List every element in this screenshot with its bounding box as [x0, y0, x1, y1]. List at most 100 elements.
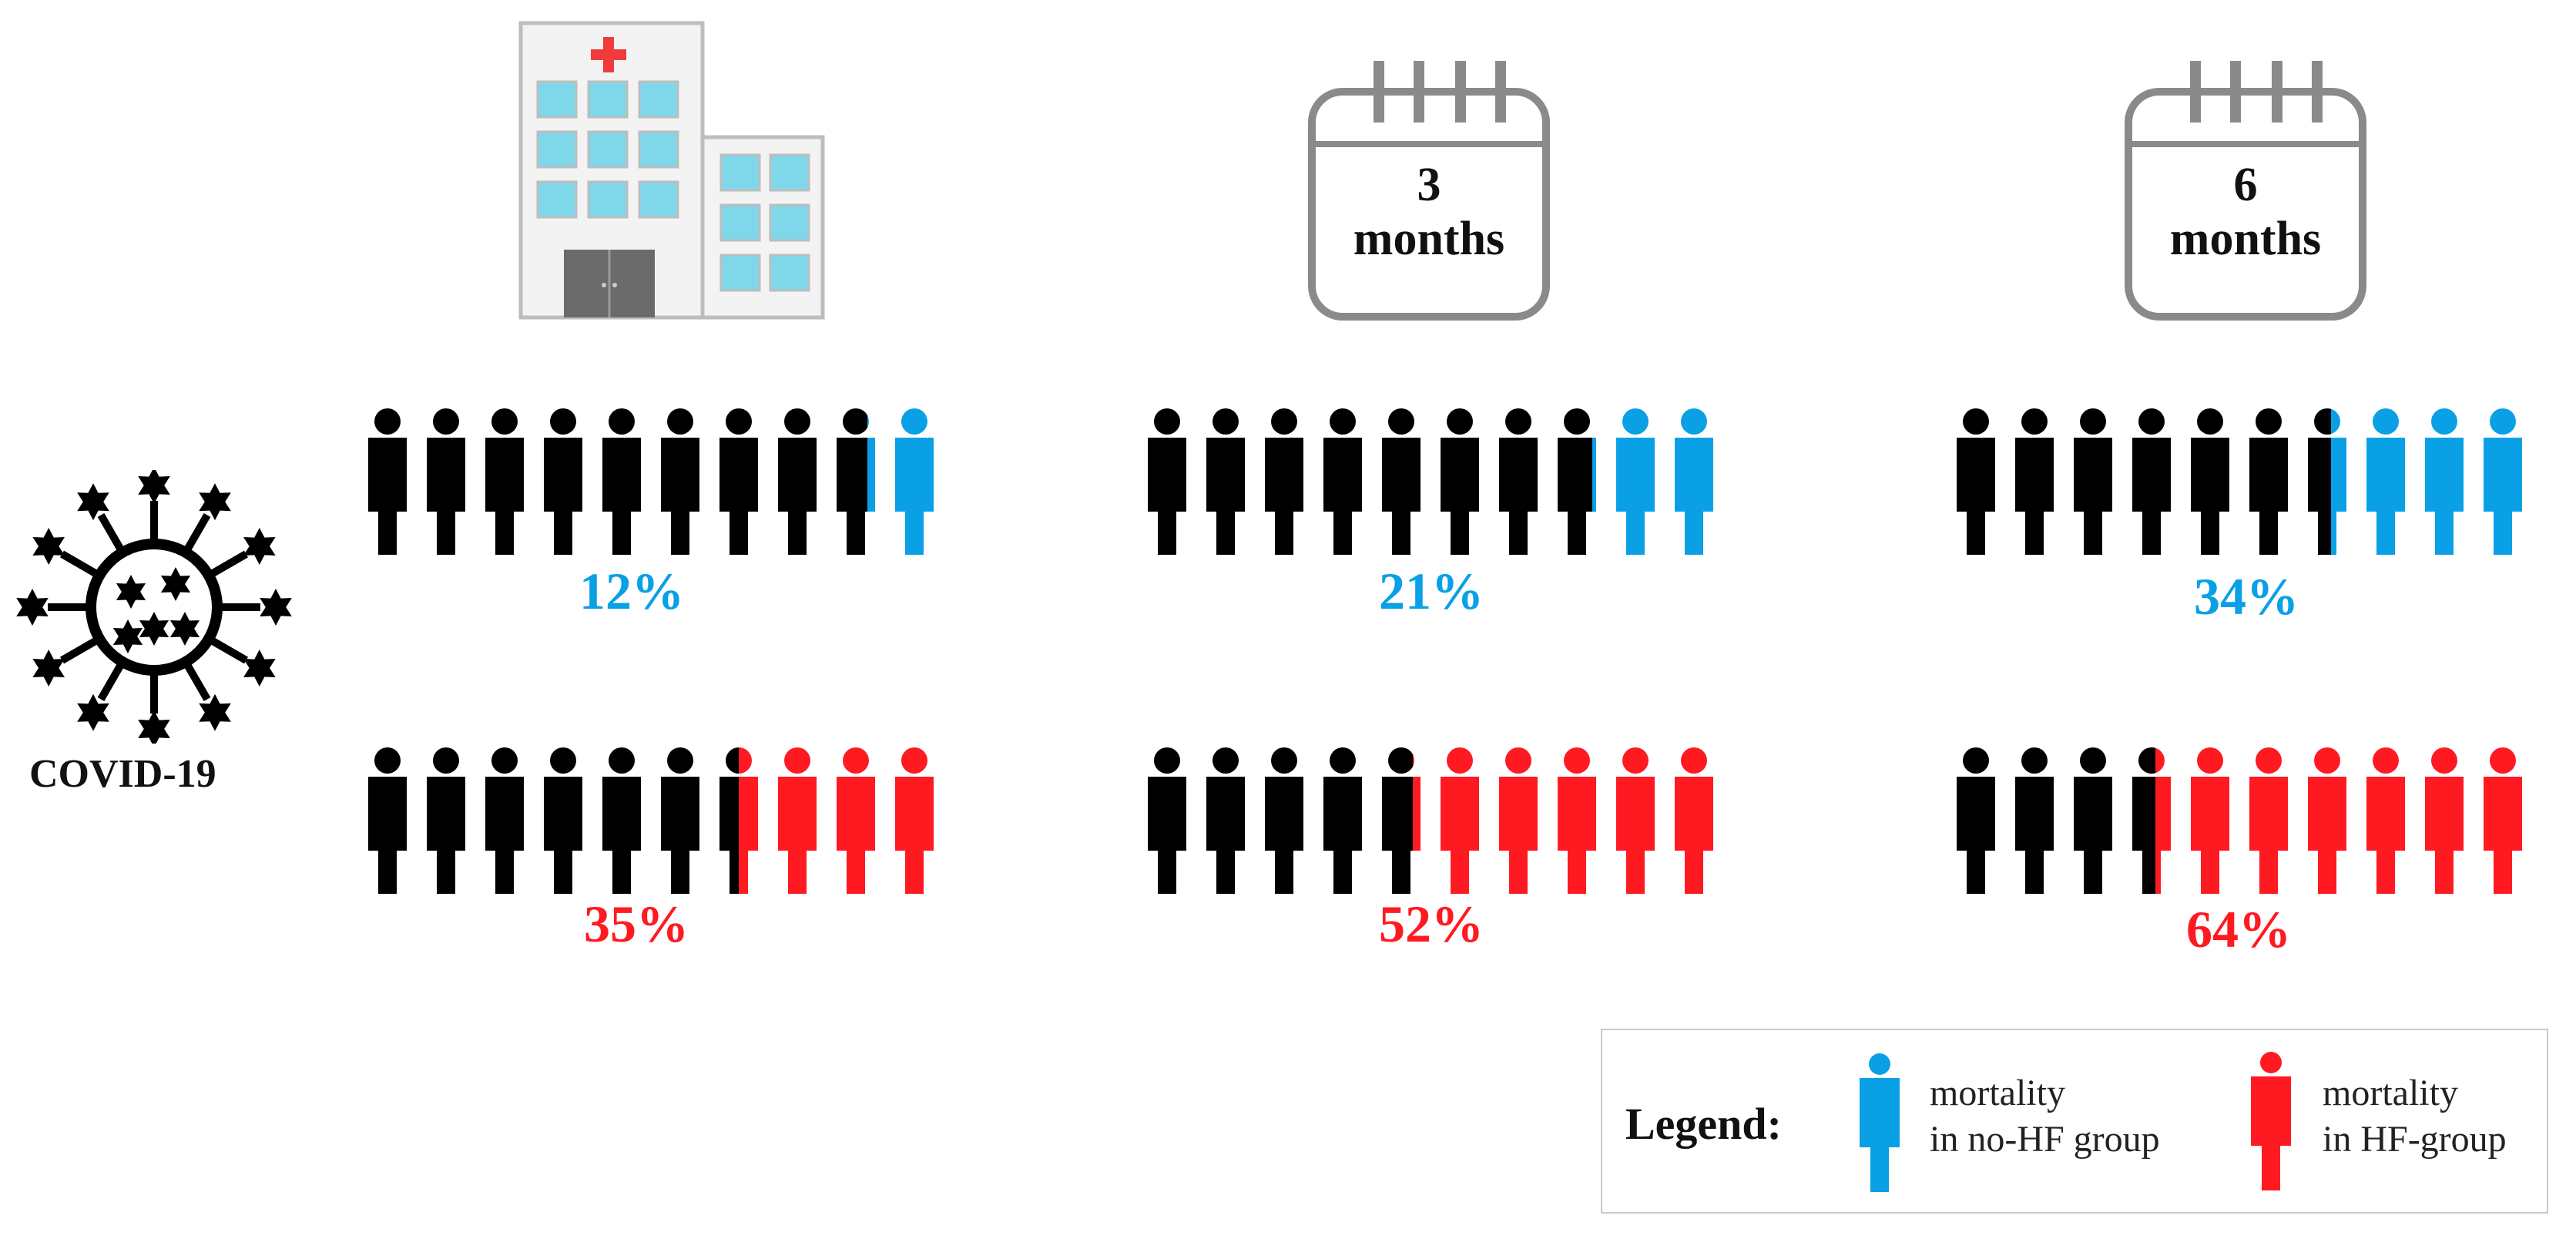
- person-icon-partial-no_hf: [1592, 438, 1596, 512]
- person-icon: [1323, 747, 1362, 894]
- virus-spike-tip: [138, 470, 170, 504]
- virus-spike: [182, 512, 211, 555]
- legend-hf-line1: mortality: [2323, 1073, 2458, 1113]
- virus-spike-tip: [77, 693, 109, 731]
- person-icon: [1323, 408, 1362, 555]
- person-icon-partial-hf: [1413, 754, 1420, 851]
- person-icon-hf: [1499, 747, 1538, 894]
- person-icon: [1957, 408, 1995, 555]
- person-icon: [2074, 408, 2112, 555]
- person-icon: [544, 408, 582, 555]
- virus-spike-tip: [32, 528, 65, 565]
- person-icon-no_hf: [1616, 408, 1655, 555]
- person-icon: [2074, 747, 2112, 894]
- person-icon: [368, 747, 407, 894]
- person-icon: [602, 408, 641, 555]
- virus-spike-tip: [77, 483, 109, 521]
- person-icon: [778, 408, 817, 555]
- calendar-number: 6: [2233, 159, 2258, 211]
- pictograph-row-hf-2: [1957, 747, 2522, 894]
- person-icon: [1148, 747, 1186, 894]
- person-icon: [1382, 408, 1420, 555]
- person-icon: [1206, 747, 1245, 894]
- person-icon: [602, 747, 641, 894]
- person-icon: [485, 747, 524, 894]
- person-icon-partial: [719, 747, 739, 894]
- calendar-unit: months: [2169, 213, 2322, 265]
- pictograph-row-no_hf-1: [1148, 408, 1713, 555]
- person-icon: [1441, 408, 1479, 555]
- virus-spike-tip: [243, 650, 276, 687]
- calendar-number: 3: [1417, 159, 1441, 211]
- person-icon-hf: [1441, 747, 1479, 894]
- virus-spike: [97, 512, 126, 555]
- person-icon: [661, 747, 699, 894]
- person-icon-hf: [895, 747, 934, 894]
- person-icon-partial: [1382, 747, 1413, 894]
- legend-label-no-hf: mortality in no-HF group: [1930, 1070, 2160, 1163]
- person-icon-hf: [2425, 747, 2464, 894]
- person-icon-no_hf: [2366, 408, 2405, 555]
- legend-person-icon-hf: [2251, 1052, 2291, 1190]
- person-icon-partial: [1558, 408, 1592, 555]
- person-icon-no_hf: [895, 408, 934, 555]
- person-icon-partial: [837, 408, 867, 555]
- person-icon: [719, 408, 758, 555]
- person-icon: [427, 747, 465, 894]
- hf-pct-label-3-months: 52%: [1379, 895, 1484, 953]
- virus-icon: [16, 470, 292, 744]
- person-icon-hf: [2249, 747, 2288, 894]
- calendar-unit: months: [1353, 213, 1505, 265]
- virus-spike: [206, 550, 249, 579]
- person-icon: [2132, 408, 2171, 555]
- legend-no-hf-line2: in no-HF group: [1930, 1119, 2160, 1160]
- person-icon: [661, 408, 699, 555]
- person-icon: [2249, 408, 2288, 555]
- person-icon-hf: [2366, 747, 2405, 894]
- person-icon-no_hf: [1675, 408, 1713, 555]
- virus-spike-tip: [243, 528, 276, 565]
- calendar-icon: [2125, 61, 2366, 321]
- person-icon-partial-hf: [739, 747, 758, 894]
- no-hf-pct-label-3-months: 21%: [1379, 562, 1484, 620]
- virus-spike: [59, 550, 102, 579]
- person-icon-hf: [1558, 747, 1596, 894]
- hf-pct-label-6-months: 64%: [2186, 900, 2291, 959]
- no-hf-pct-label-6-months: 34%: [2194, 567, 2299, 626]
- person-icon: [427, 408, 465, 555]
- person-icon: [544, 747, 582, 894]
- person-icon: [368, 408, 407, 555]
- pictograph-row-no_hf-2: [1957, 408, 2522, 555]
- virus-spike-tip: [32, 650, 65, 687]
- legend-no-hf-line1: mortality: [1930, 1073, 2065, 1113]
- virus-spike: [206, 635, 249, 664]
- virus-spike: [97, 660, 126, 702]
- person-icon-hf: [837, 747, 875, 894]
- legend-label-hf: mortality in HF-group: [2323, 1070, 2507, 1163]
- person-icon: [1499, 408, 1538, 555]
- pictograph-row-hf-1: [1148, 747, 1713, 894]
- person-icon-partial-no_hf: [867, 415, 875, 512]
- virus-spike-tip: [138, 710, 170, 744]
- virus-core-dot: [169, 612, 200, 646]
- hf-pct-label-hospital: 35%: [584, 895, 689, 953]
- virus-core-dot: [112, 620, 143, 653]
- person-icon-partial: [2132, 747, 2155, 894]
- person-icon: [1957, 747, 1995, 894]
- person-icon-hf: [2484, 747, 2522, 894]
- person-icon: [1265, 747, 1303, 894]
- person-icon: [1206, 408, 1245, 555]
- virus-spike-tip: [199, 483, 231, 521]
- person-icon-no_hf: [2425, 408, 2464, 555]
- person-icon: [2015, 747, 2054, 894]
- person-icon-partial: [2308, 408, 2331, 555]
- virus-core-dot: [160, 567, 191, 601]
- person-icon-hf: [778, 747, 817, 894]
- legend-person-icon-no-hf: [1860, 1053, 1900, 1192]
- person-icon: [1265, 408, 1303, 555]
- virus-core-dot: [139, 612, 169, 646]
- virus-spike-tip: [260, 589, 292, 626]
- person-icon-partial-hf: [2155, 747, 2171, 894]
- pictograph-row-hf-0: [368, 747, 934, 894]
- person-icon: [2015, 408, 2054, 555]
